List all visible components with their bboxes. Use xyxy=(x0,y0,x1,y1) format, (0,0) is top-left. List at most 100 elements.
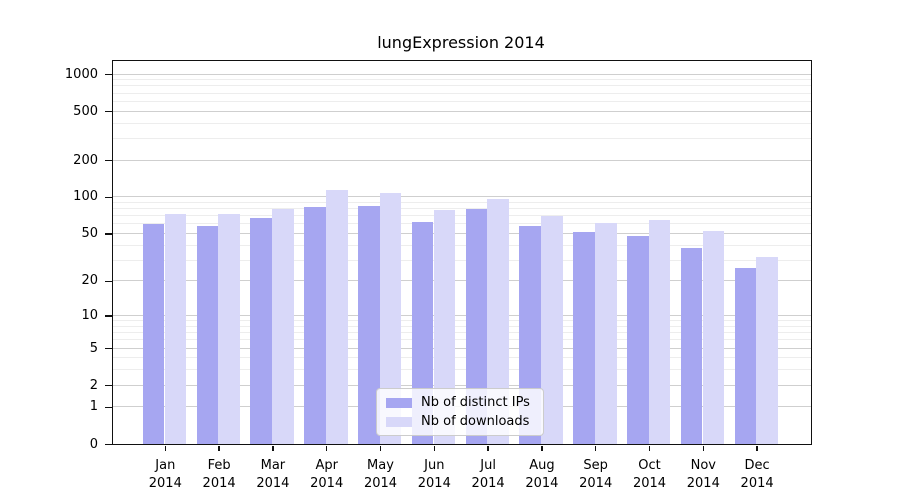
gridline-minor xyxy=(113,259,811,261)
gridline-minor xyxy=(113,215,811,217)
gridline-major xyxy=(113,73,811,75)
y-tick-label: 10 xyxy=(81,308,98,324)
x-tick-label: Dec 2014 xyxy=(724,457,790,492)
bar-downloads xyxy=(541,215,563,444)
legend-item-distinct-ips: Nb of distinct IPs xyxy=(386,394,534,411)
gridline-minor xyxy=(113,339,811,341)
bar-downloads xyxy=(379,192,402,444)
gridline-minor xyxy=(113,320,811,322)
bar-downloads xyxy=(756,256,778,444)
bar-distinct-ips xyxy=(142,223,165,444)
gridline-minor xyxy=(113,332,811,334)
bar-distinct-ips xyxy=(465,208,488,444)
legend-item-downloads: Nb of downloads xyxy=(386,413,534,430)
x-tick-mark xyxy=(218,446,220,451)
bar-distinct-ips xyxy=(304,206,326,444)
chart-title: lungExpression 2014 xyxy=(377,33,545,52)
gridline-major xyxy=(113,315,811,317)
x-tick-mark xyxy=(702,446,704,451)
x-tick-label-month: Apr xyxy=(315,458,338,473)
bar-downloads xyxy=(648,219,671,444)
x-tick-label-year: 2014 xyxy=(740,475,774,491)
y-tick-label: 1000 xyxy=(64,66,98,82)
gridline-minor xyxy=(113,92,811,94)
gridline-minor xyxy=(113,357,811,359)
y-tick-mark xyxy=(105,280,112,283)
legend-label-distinct-ips: Nb of distinct IPs xyxy=(421,395,530,410)
x-tick-label-month: Sep xyxy=(583,458,608,473)
x-tick-label-year: 2014 xyxy=(525,475,559,491)
gridline-minor xyxy=(113,208,811,210)
x-tick-label-month: Dec xyxy=(744,458,770,473)
bar-distinct-ips xyxy=(196,225,219,444)
y-tick-mark xyxy=(105,406,112,409)
x-tick-label-month: May xyxy=(367,458,394,473)
y-tick-mark xyxy=(105,233,112,235)
x-tick-label-month: Jan xyxy=(155,458,176,473)
legend-swatch-distinct-ips xyxy=(386,397,412,408)
bar-distinct-ips xyxy=(627,235,649,444)
bar-downloads xyxy=(164,213,187,444)
legend-swatch-downloads xyxy=(386,416,412,427)
gridline-minor xyxy=(113,137,811,139)
x-tick-label-year: 2014 xyxy=(363,475,398,491)
x-tick-label: Mar 2014 xyxy=(240,457,306,492)
gridline-minor xyxy=(113,100,811,102)
x-tick-label: Jul 2014 xyxy=(455,457,521,492)
bar-distinct-ips xyxy=(358,206,380,444)
legend: Nb of distinct IPs Nb of downloads xyxy=(376,388,544,436)
bars-layer xyxy=(113,61,811,444)
bar-downloads xyxy=(272,209,294,444)
gridline-minor xyxy=(113,369,811,371)
gridline-minor xyxy=(113,223,811,225)
gridline-major xyxy=(113,232,811,234)
gridline-minor xyxy=(113,85,811,87)
bar-distinct-ips xyxy=(573,232,595,444)
gridline-minor xyxy=(113,244,811,246)
x-tick-label: Nov 2014 xyxy=(670,457,736,492)
x-tick-mark xyxy=(326,446,328,451)
y-tick-mark xyxy=(105,196,112,199)
bar-downloads xyxy=(325,189,348,444)
y-tick-label: 5 xyxy=(89,340,98,356)
x-tick-label-month: Aug xyxy=(529,458,555,473)
gridline-major xyxy=(113,347,811,349)
x-tick-label-month: Mar xyxy=(260,458,286,473)
y-tick-label: 100 xyxy=(73,189,98,205)
gridline-major xyxy=(113,159,811,161)
bar-downloads xyxy=(702,231,725,444)
x-tick-mark xyxy=(164,446,166,451)
y-tick-label: 1 xyxy=(89,399,98,415)
y-tick-mark xyxy=(105,110,112,113)
x-tick-label-year: 2014 xyxy=(579,475,613,491)
x-tick-mark xyxy=(272,446,274,451)
y-tick-label: 2 xyxy=(89,377,98,393)
x-tick-label-month: Oct xyxy=(638,458,661,473)
x-tick-label-year: 2014 xyxy=(632,475,667,491)
y-tick-mark xyxy=(105,443,112,446)
bar-downloads xyxy=(433,210,456,444)
x-tick-label: Aug 2014 xyxy=(509,457,575,492)
x-tick-mark xyxy=(595,446,597,451)
gridline-major xyxy=(113,196,811,198)
x-tick-label: Oct 2014 xyxy=(617,457,683,492)
y-tick-mark xyxy=(105,73,112,76)
x-tick-label-year: 2014 xyxy=(148,475,182,491)
x-tick-label: Sep 2014 xyxy=(563,457,629,492)
bar-downloads xyxy=(487,199,509,444)
x-tick-mark xyxy=(541,446,543,451)
x-tick-label: Feb 2014 xyxy=(186,457,252,492)
y-tick-mark xyxy=(105,315,112,317)
x-tick-label-year: 2014 xyxy=(417,475,451,491)
x-tick-label-year: 2014 xyxy=(471,475,505,491)
x-tick-label-month: Feb xyxy=(207,458,231,473)
y-tick-label: 20 xyxy=(81,273,98,289)
bar-downloads xyxy=(594,223,617,444)
bar-downloads xyxy=(218,213,240,444)
gridline-minor xyxy=(113,122,811,124)
x-tick-label-month: Nov xyxy=(690,458,716,473)
x-tick-label: May 2014 xyxy=(348,457,414,492)
y-tick-mark xyxy=(105,347,112,350)
x-tick-label-year: 2014 xyxy=(256,475,290,491)
x-tick-label-year: 2014 xyxy=(202,475,236,491)
